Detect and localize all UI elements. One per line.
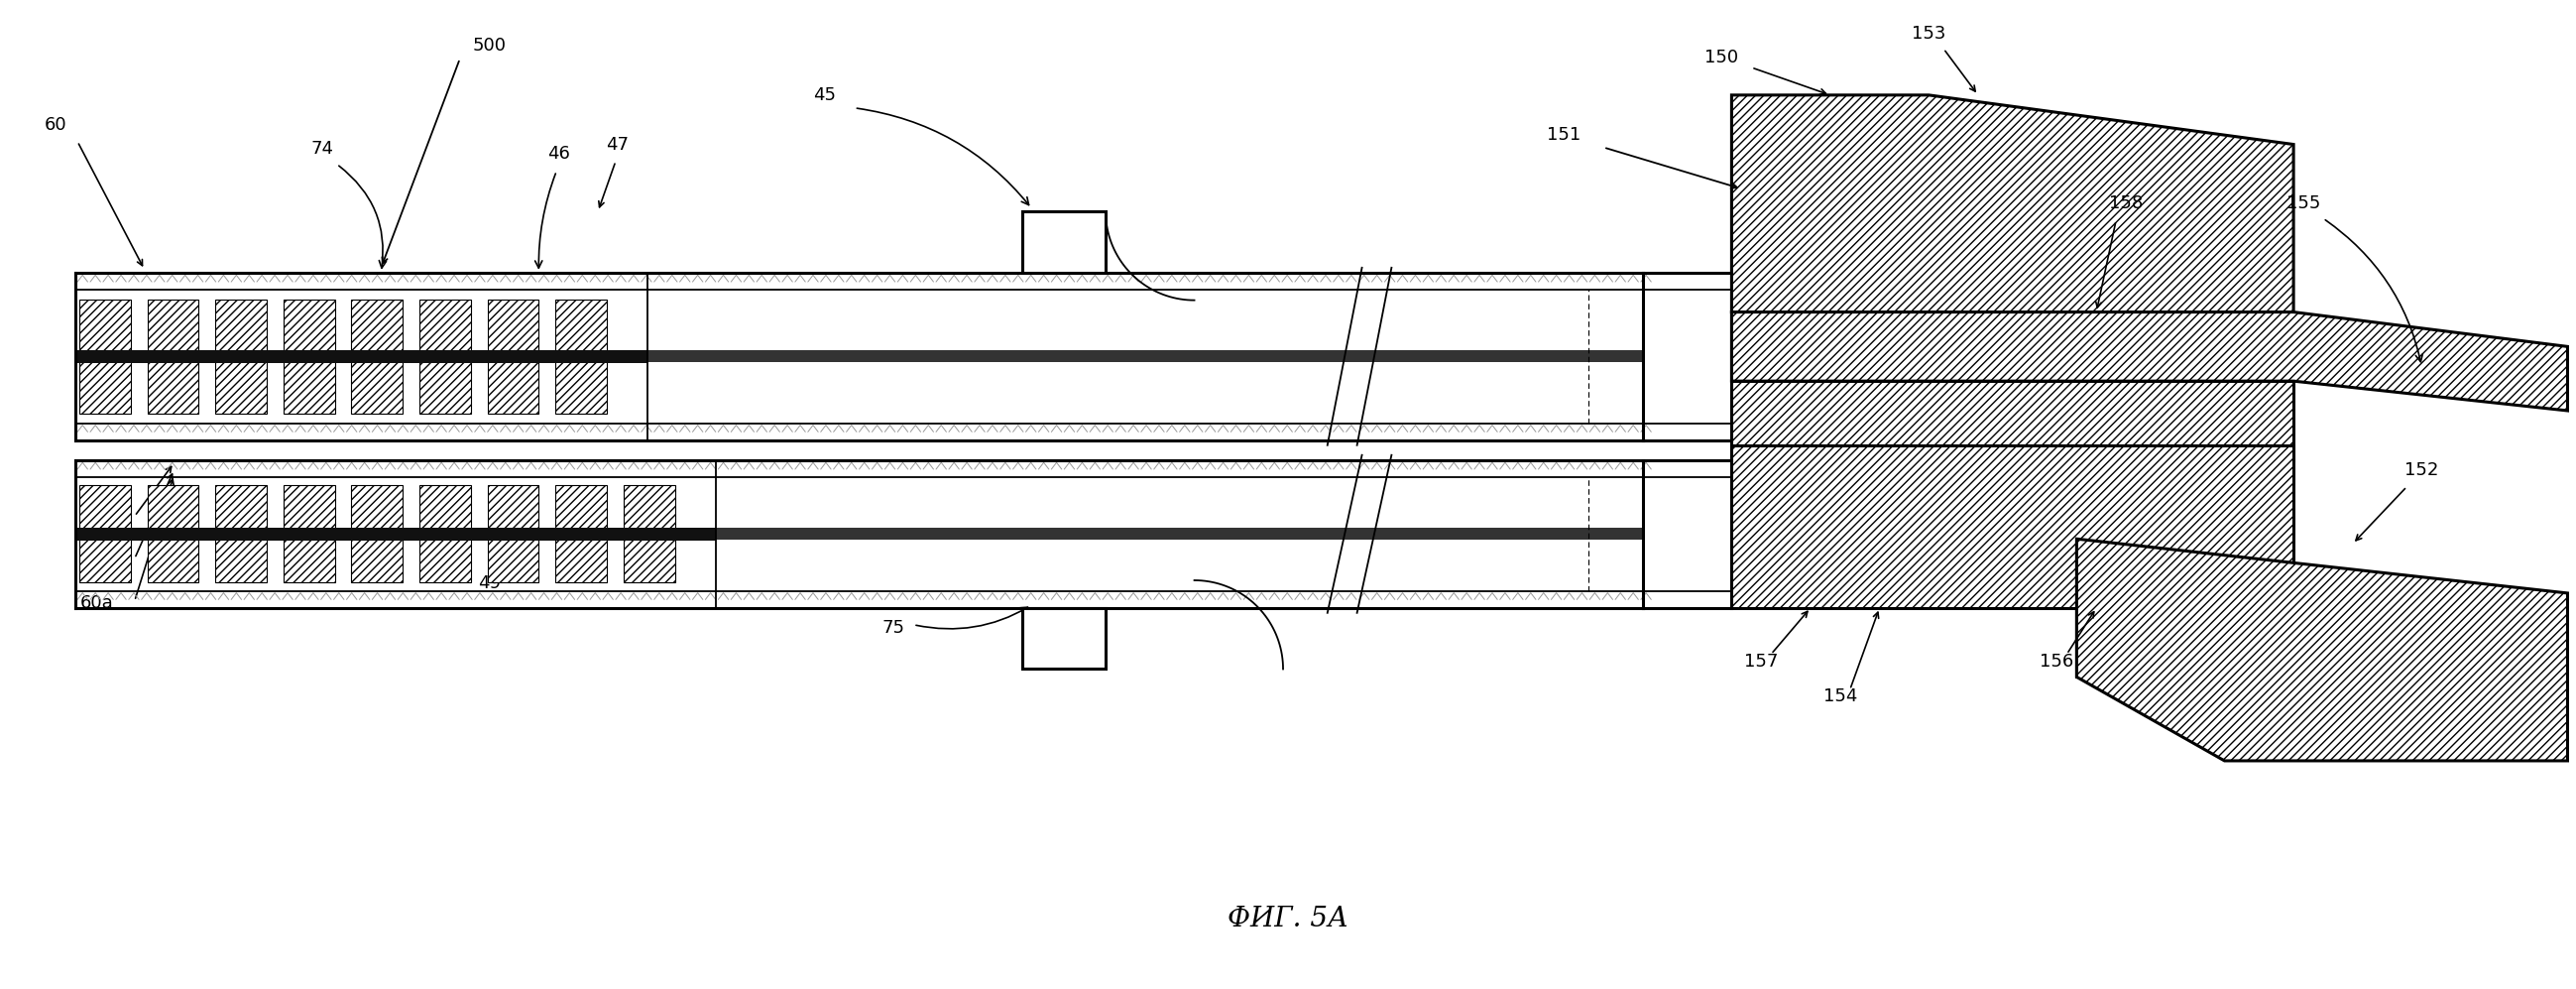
Text: 74: 74 xyxy=(312,140,332,158)
Polygon shape xyxy=(2076,539,2568,761)
Text: 154: 154 xyxy=(1824,687,1857,705)
Polygon shape xyxy=(1731,381,2293,460)
Bar xyxy=(556,300,608,413)
Text: 155: 155 xyxy=(2287,195,2321,213)
Bar xyxy=(75,350,647,363)
Text: 153: 153 xyxy=(1911,25,1945,43)
Text: 46: 46 xyxy=(546,145,569,163)
Bar xyxy=(80,300,131,413)
Bar xyxy=(350,300,402,413)
Polygon shape xyxy=(1731,445,2293,676)
Bar xyxy=(556,486,608,583)
Text: 500: 500 xyxy=(471,37,507,54)
Text: 152: 152 xyxy=(2403,461,2439,479)
Text: 60: 60 xyxy=(44,116,67,134)
Bar xyxy=(147,486,198,583)
Text: 60c: 60c xyxy=(80,508,113,526)
Polygon shape xyxy=(1731,313,2568,410)
Bar xyxy=(80,486,131,583)
Text: 158: 158 xyxy=(2110,195,2143,213)
Text: 47: 47 xyxy=(605,135,629,153)
Polygon shape xyxy=(1731,95,2293,313)
Bar xyxy=(420,300,471,413)
Text: 150: 150 xyxy=(1705,48,1739,66)
Bar xyxy=(1023,608,1105,670)
Bar xyxy=(283,300,335,413)
Bar xyxy=(420,486,471,583)
Bar xyxy=(75,527,716,540)
Text: 151: 151 xyxy=(1548,126,1582,143)
Bar xyxy=(216,300,268,413)
Bar xyxy=(350,486,402,583)
Bar xyxy=(75,460,1643,608)
Bar xyxy=(216,486,268,583)
Text: 157: 157 xyxy=(1744,653,1777,672)
Bar xyxy=(147,300,198,413)
Bar xyxy=(487,300,538,413)
Text: 156: 156 xyxy=(2040,653,2074,672)
Bar xyxy=(75,273,1643,440)
Text: 60a: 60a xyxy=(80,594,113,612)
Bar xyxy=(283,486,335,583)
Text: 75: 75 xyxy=(881,619,904,637)
Bar xyxy=(647,351,1643,362)
Bar xyxy=(487,486,538,583)
Text: 45: 45 xyxy=(814,86,837,104)
Text: 49: 49 xyxy=(479,575,500,592)
Text: ФИГ. 5А: ФИГ. 5А xyxy=(1229,905,1347,932)
Bar xyxy=(716,528,1643,540)
Bar xyxy=(623,486,675,583)
Text: 60b: 60b xyxy=(80,552,113,570)
Bar xyxy=(1023,212,1105,273)
